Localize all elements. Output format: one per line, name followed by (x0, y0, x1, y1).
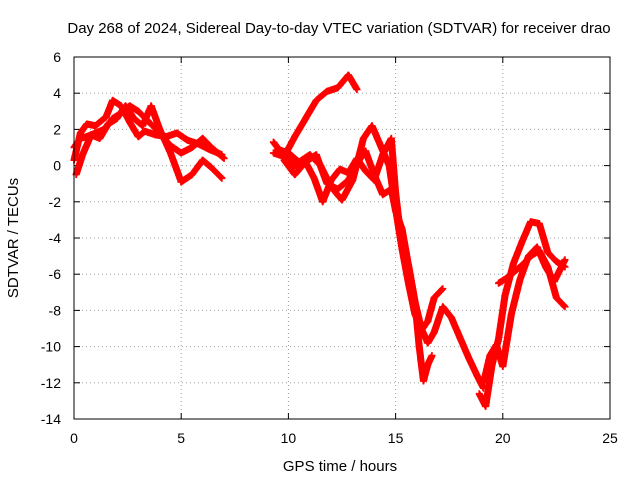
y-tick-label: 4 (53, 85, 61, 101)
marker-cluster (552, 294, 569, 311)
y-tick-label: -14 (41, 411, 61, 427)
marker-cluster (510, 238, 526, 267)
marker-cluster (353, 154, 370, 175)
marker-cluster (207, 163, 226, 182)
marker-cluster (344, 71, 361, 94)
marker-cluster (209, 145, 228, 162)
y-tick-label: 2 (53, 121, 61, 137)
marker-cluster (411, 297, 423, 351)
data-marks (70, 71, 569, 410)
marker-cluster (507, 276, 524, 318)
marker-cluster (387, 134, 400, 197)
y-tick-label: -2 (49, 194, 62, 210)
marker-cluster (156, 125, 174, 157)
marker-cluster (499, 310, 515, 370)
y-tick-label: -6 (49, 266, 62, 282)
marker-cluster (368, 122, 385, 150)
marker-cluster (291, 115, 310, 141)
chart-title: Day 268 of 2024, Sidereal Day-to-day VTE… (67, 20, 610, 37)
marker-cluster (334, 176, 352, 193)
marker-cluster (392, 189, 406, 251)
x-tick-label: 0 (70, 430, 78, 446)
marker-cluster (338, 176, 357, 204)
x-axis-label: GPS time / hours (283, 458, 397, 475)
marker-cluster (518, 218, 535, 246)
x-tick-label: 5 (177, 430, 185, 446)
x-tick-label: 10 (281, 430, 297, 446)
marker-cluster (91, 113, 110, 130)
marker-cluster (405, 261, 419, 305)
x-tick-label: 25 (602, 430, 618, 446)
series-track-e (269, 147, 487, 392)
marker-cluster (306, 151, 325, 170)
marker-cluster (439, 303, 455, 322)
plot-frame (73, 56, 611, 420)
x-tick-label: 15 (388, 430, 404, 446)
marker-cluster (319, 176, 335, 206)
marker-cluster (456, 334, 472, 361)
marker-cluster (482, 361, 496, 410)
marker-cluster (199, 134, 217, 153)
series-track-g (280, 134, 436, 385)
x-tick-label: 20 (495, 430, 511, 446)
y-tick-label: -8 (49, 302, 62, 318)
marker-cluster (430, 285, 447, 302)
series-track-c (72, 102, 226, 186)
y-tick-label: -4 (49, 230, 62, 246)
marker-cluster (447, 314, 464, 342)
series-track-h (475, 218, 569, 410)
series-track-d (269, 71, 361, 161)
series-track-f (274, 122, 447, 334)
marker-cluster (535, 220, 552, 256)
y-tick-label: -12 (41, 375, 61, 391)
marker-cluster (312, 87, 331, 104)
y-tick-label: 0 (53, 158, 61, 174)
marker-cluster (495, 292, 509, 343)
marker-cluster (167, 149, 185, 186)
y-tick-label: -10 (41, 339, 61, 355)
marker-cluster (424, 352, 436, 369)
marker-cluster (79, 131, 95, 159)
marker-cluster (544, 263, 560, 302)
axis-ticks: 0 5 10 15 20 25 -14 -12 -10 -8 -6 -4 -2 0 2 4 6 (41, 49, 618, 446)
y-tick-label: 6 (53, 49, 61, 65)
y-axis-label: SDTVAR / TECUs (5, 178, 22, 298)
series-track-j (495, 247, 569, 311)
marker-cluster (302, 96, 320, 122)
